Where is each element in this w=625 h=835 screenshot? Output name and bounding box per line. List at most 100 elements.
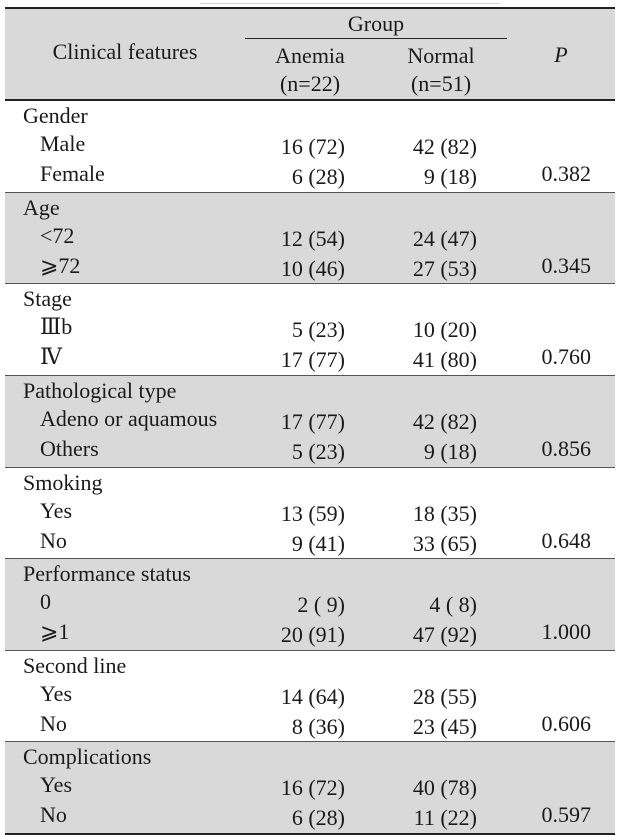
- table-row: No 9 (41) 33 (65) 0.648: [5, 528, 615, 558]
- normal-value: 4 ( 8): [429, 592, 477, 618]
- table-row: ⩾1 20 (91) 47 (92) 1.000: [5, 619, 615, 649]
- anemia-value: 13 (59): [280, 500, 345, 526]
- table-row: Ⅲb 5 (23) 10 (20): [5, 314, 615, 344]
- normal-value: 47 (92): [412, 622, 477, 648]
- anemia-value: 17 (77): [280, 408, 345, 434]
- section-category: Complications: [23, 744, 152, 770]
- anemia-value: 16 (72): [280, 134, 345, 159]
- row-label: Yes: [40, 497, 73, 523]
- anemia-value: 10 (46): [280, 255, 345, 281]
- header-clinical-features: Clinical features: [52, 39, 198, 64]
- anemia-value: 12 (54): [280, 225, 345, 251]
- normal-value: 40 (78): [412, 775, 477, 801]
- section-7: Complications Yes 16 (72) 40 (78) No 6 (28) 11…: [5, 742, 615, 833]
- normal-value: 42 (82): [412, 408, 477, 434]
- table-row: Adeno or aquamous 17 (77) 42 (82): [5, 406, 615, 436]
- p-value: 0.382: [541, 161, 592, 186]
- anemia-value: 14 (64): [280, 683, 345, 709]
- group-rule: [245, 38, 507, 39]
- anemia-value: 6 (28): [291, 805, 345, 831]
- p-value: 1.000: [541, 619, 592, 645]
- normal-value: 24 (47): [412, 225, 477, 251]
- normal-value: 9 (18): [423, 164, 477, 189]
- normal-value: 23 (45): [412, 713, 477, 739]
- table-row: Ⅳ 17 (77) 41 (80) 0.760: [5, 344, 615, 374]
- table-row: 0 2 ( 9) 4 ( 8): [5, 589, 615, 619]
- header-normal-n: (n=51): [410, 71, 472, 96]
- row-label: ⩾1: [40, 619, 70, 645]
- p-value: 0.345: [541, 252, 592, 278]
- header-group: Group: [347, 11, 405, 36]
- table-row: Yes 16 (72) 40 (78): [5, 772, 615, 802]
- section-category: Pathological type: [23, 377, 177, 403]
- row-label: Others: [40, 435, 99, 461]
- normal-value: 18 (35): [412, 500, 477, 526]
- anemia-value: 6 (28): [291, 164, 345, 189]
- section-1: Age <72 12 (54) 24 (47) ⩾72 10 (46) 27 (53) 0.3…: [5, 192, 615, 285]
- header-normal-label: Normal: [407, 43, 475, 68]
- normal-value: 10 (20): [412, 317, 477, 343]
- header-normal: Normal (n=51): [375, 42, 507, 98]
- row-label: <72: [40, 222, 75, 248]
- row-label: Yes: [40, 772, 73, 798]
- section-category: Second line: [23, 652, 127, 678]
- section-6: Second line Yes 14 (64) 28 (55) No 8 (36) 23 (…: [5, 651, 615, 743]
- section-5: Performance status 0 2 ( 9) 4 ( 8) ⩾1 20 (91)…: [5, 559, 615, 651]
- p-value: 0.606: [541, 710, 592, 736]
- p-value: 0.648: [541, 527, 592, 553]
- section-category: Age: [23, 194, 60, 220]
- normal-value: 42 (82): [412, 134, 477, 159]
- section-2: Stage Ⅲb 5 (23) 10 (20) Ⅳ 17 (77) 41 (80) 0.760: [5, 284, 615, 376]
- anemia-value: 8 (36): [291, 713, 345, 739]
- table-row: Female 6 (28) 9 (18) 0.382: [5, 161, 615, 191]
- anemia-value: 5 (23): [291, 438, 345, 464]
- table-body: Gender Male 16 (72) 42 (82) Female 6 (28) 9 (1…: [5, 101, 615, 833]
- normal-value: 27 (53): [412, 255, 477, 281]
- row-label: No: [40, 710, 67, 736]
- anemia-value: 2 ( 9): [297, 592, 345, 618]
- p-value: 0.856: [541, 435, 592, 461]
- section-4: Smoking Yes 13 (59) 18 (35) No 9 (41) 33 (65) 0…: [5, 468, 615, 560]
- anemia-value: 5 (23): [291, 317, 345, 343]
- section-category: Gender: [23, 103, 88, 128]
- section-0: Gender Male 16 (72) 42 (82) Female 6 (28) 9 (1…: [5, 101, 615, 193]
- header-anemia-n: (n=22): [279, 71, 341, 96]
- row-label: No: [40, 802, 67, 828]
- normal-value: 11 (22): [413, 805, 477, 831]
- anemia-value: 9 (41): [291, 530, 345, 556]
- clinical-features-table: Clinical features Group Anemia (n=22) No…: [5, 7, 615, 835]
- anemia-value: 16 (72): [280, 775, 345, 801]
- header-anemia: Anemia (n=22): [245, 42, 375, 98]
- normal-value: 28 (55): [412, 683, 477, 709]
- table-top-rule: [5, 7, 615, 9]
- table-row: Yes 14 (64) 28 (55): [5, 681, 615, 711]
- table-row: Yes 13 (59) 18 (35): [5, 498, 615, 528]
- anemia-value: 17 (77): [280, 347, 345, 373]
- table-row: ⩾72 10 (46) 27 (53) 0.345: [5, 253, 615, 283]
- table-row: <72 12 (54) 24 (47): [5, 223, 615, 253]
- normal-value: 33 (65): [412, 530, 477, 556]
- normal-value: 41 (80): [412, 347, 477, 373]
- row-label: ⩾72: [40, 252, 81, 278]
- row-label: Ⅳ: [40, 344, 62, 370]
- row-label: Adeno or aquamous: [40, 405, 218, 431]
- section-category: Performance status: [23, 561, 191, 587]
- row-label: Female: [40, 161, 105, 186]
- header-p-value: P: [554, 42, 568, 67]
- header-anemia-label: Anemia: [275, 43, 345, 68]
- table-row: Male 16 (72) 42 (82): [5, 131, 615, 161]
- section-category: Smoking: [23, 469, 103, 495]
- row-label: Male: [40, 131, 86, 156]
- table-header: Clinical features Group Anemia (n=22) No…: [5, 9, 615, 101]
- cropped-caption: [0, 0, 625, 5]
- section-3: Pathological type Adeno or aquamous 17 (77…: [5, 375, 615, 468]
- table-row: Others 5 (23) 9 (18) 0.856: [5, 436, 615, 466]
- p-value: 0.760: [541, 344, 592, 370]
- anemia-value: 20 (91): [280, 622, 345, 648]
- normal-value: 9 (18): [423, 438, 477, 464]
- row-label: 0: [40, 589, 51, 615]
- row-label: Yes: [40, 680, 73, 706]
- table-row: No 6 (28) 11 (22) 0.597: [5, 802, 615, 832]
- section-category: Stage: [23, 286, 72, 312]
- table-row: No 8 (36) 23 (45) 0.606: [5, 711, 615, 741]
